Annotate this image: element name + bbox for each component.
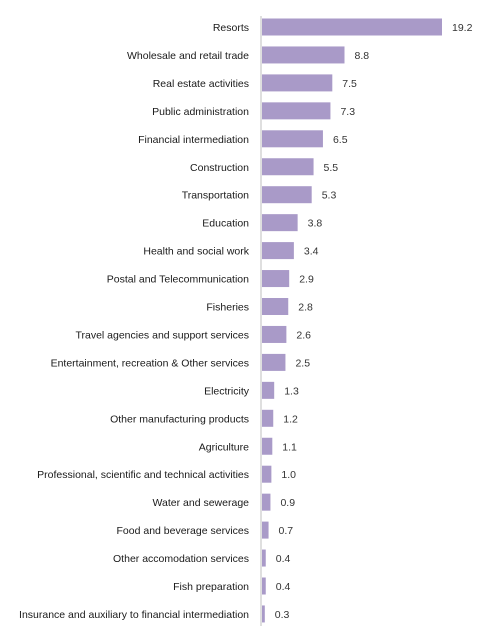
value-label: 2.9 bbox=[299, 274, 314, 286]
bar bbox=[262, 74, 333, 92]
category-label: Financial intermediation bbox=[138, 134, 249, 146]
category-label: Insurance and auxiliary to financial int… bbox=[19, 609, 249, 621]
value-label: 3.8 bbox=[308, 218, 323, 230]
category-label: Other manufacturing products bbox=[110, 413, 249, 425]
bar bbox=[262, 46, 345, 64]
bar bbox=[262, 186, 312, 204]
value-label: 5.5 bbox=[324, 162, 339, 174]
value-labels-group: 19.2 8.8 7.5 7.3 6.5 5.5 5.3 3.8 3.4 2.9 2.8 2.6 2.5… bbox=[275, 22, 473, 621]
category-label: Fish preparation bbox=[173, 581, 249, 593]
value-label: 1.3 bbox=[284, 385, 299, 397]
value-label: 0.3 bbox=[275, 609, 290, 621]
value-label: 7.5 bbox=[342, 78, 357, 90]
category-label: Water and sewerage bbox=[153, 497, 250, 509]
category-label: Health and social work bbox=[143, 246, 249, 258]
value-label: 1.0 bbox=[281, 469, 296, 481]
value-label: 2.6 bbox=[296, 329, 311, 341]
value-label: 0.4 bbox=[276, 553, 291, 565]
bar bbox=[262, 409, 274, 427]
bar bbox=[262, 214, 298, 232]
bar bbox=[262, 437, 273, 455]
bar bbox=[262, 242, 294, 260]
bar bbox=[262, 381, 275, 399]
category-label: Real estate activities bbox=[153, 78, 249, 90]
category-labels-group: Resorts Wholesale and retail trade Real es… bbox=[19, 22, 250, 621]
bar bbox=[262, 465, 272, 483]
category-label: Travel agencies and support services bbox=[75, 329, 249, 341]
value-label: 2.8 bbox=[298, 302, 313, 314]
value-label: 5.3 bbox=[322, 190, 337, 202]
category-label: Fisheries bbox=[206, 302, 249, 314]
value-label: 1.2 bbox=[283, 413, 298, 425]
category-label: Entertainment, recreation & Other servic… bbox=[51, 357, 249, 369]
category-label: Professional, scientific and technical a… bbox=[37, 469, 249, 481]
bar bbox=[262, 325, 287, 343]
bar bbox=[262, 158, 314, 176]
bar bbox=[262, 270, 290, 288]
value-label: 19.2 bbox=[452, 22, 473, 34]
category-label: Postal and Telecommunication bbox=[107, 274, 249, 286]
bar bbox=[262, 493, 271, 511]
category-label: Agriculture bbox=[199, 441, 249, 453]
category-label: Transportation bbox=[182, 190, 249, 202]
bar bbox=[262, 605, 265, 623]
value-label: 0.7 bbox=[279, 525, 294, 537]
value-label: 6.5 bbox=[333, 134, 348, 146]
bar bbox=[262, 18, 442, 36]
bar bbox=[262, 130, 323, 148]
value-label: 7.3 bbox=[340, 106, 355, 118]
bars-group bbox=[262, 18, 442, 623]
category-label: Food and beverage services bbox=[117, 525, 250, 537]
value-label: 0.4 bbox=[276, 581, 291, 593]
category-label: Construction bbox=[190, 162, 249, 174]
bar bbox=[262, 549, 266, 567]
value-label: 0.9 bbox=[280, 497, 295, 509]
category-label: Education bbox=[202, 218, 249, 230]
bar bbox=[262, 298, 289, 315]
category-label: Electricity bbox=[204, 385, 250, 397]
bar bbox=[262, 521, 269, 539]
value-label: 2.5 bbox=[295, 357, 310, 369]
category-label: Other accomodation services bbox=[113, 553, 249, 565]
category-label: Wholesale and retail trade bbox=[127, 50, 249, 62]
value-label: 8.8 bbox=[355, 50, 370, 62]
value-label: 3.4 bbox=[304, 246, 319, 258]
category-label: Resorts bbox=[213, 22, 249, 34]
bar bbox=[262, 102, 331, 120]
category-label: Public administration bbox=[152, 106, 249, 118]
bar bbox=[262, 353, 286, 371]
bar bbox=[262, 577, 266, 595]
value-label: 1.1 bbox=[282, 441, 297, 453]
